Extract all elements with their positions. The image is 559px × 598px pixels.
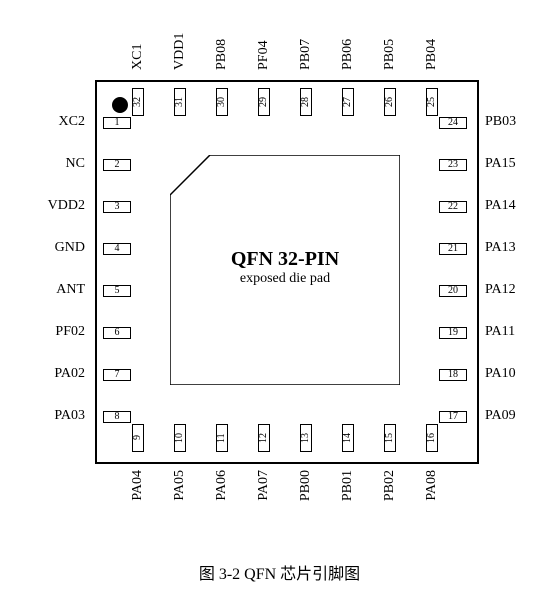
pin1-orientation-dot	[112, 97, 128, 113]
pin-label-4: GND	[0, 240, 85, 256]
pin-12: 12	[258, 424, 270, 452]
chip-subtitle: exposed die pad	[170, 271, 400, 287]
pin-25: 25	[426, 88, 438, 116]
pin-label-31: VDD1	[172, 20, 188, 70]
pin-label-9: PA04	[130, 470, 146, 501]
pin-19: 19	[439, 327, 467, 339]
pin-26: 26	[384, 88, 396, 116]
pin-17: 17	[439, 411, 467, 423]
pin-label-25: PB04	[424, 20, 440, 70]
pin-label-19: PA11	[485, 324, 515, 340]
pin-13: 13	[300, 424, 312, 452]
pin-23: 23	[439, 159, 467, 171]
pin-label-3: VDD2	[0, 198, 85, 214]
pin-6: 6	[103, 327, 131, 339]
chip-center-text: QFN 32-PIN exposed die pad	[170, 248, 400, 287]
pin-28: 28	[300, 88, 312, 116]
pin-27: 27	[342, 88, 354, 116]
pin-10: 10	[174, 424, 186, 452]
pin-7: 7	[103, 369, 131, 381]
pin-24: 24	[439, 117, 467, 129]
pin-label-30: PB08	[214, 20, 230, 70]
pin-label-27: PB06	[340, 20, 356, 70]
pin-label-32: XC1	[130, 20, 146, 70]
pin-label-8: PA03	[0, 408, 85, 424]
pin-16: 16	[426, 424, 438, 452]
pin-22: 22	[439, 201, 467, 213]
pin-label-26: PB05	[382, 20, 398, 70]
pin-label-28: PB07	[298, 20, 314, 70]
pin-31: 31	[174, 88, 186, 116]
pin-9: 9	[132, 424, 144, 452]
pin-label-29: PF04	[256, 20, 272, 70]
pin-label-20: PA12	[485, 282, 516, 298]
pin-label-12: PA07	[256, 470, 272, 501]
pin-21: 21	[439, 243, 467, 255]
pin-label-7: PA02	[0, 366, 85, 382]
pin-2: 2	[103, 159, 131, 171]
pin-label-1: XC2	[0, 114, 85, 130]
pin-label-11: PA06	[214, 470, 230, 501]
pin-20: 20	[439, 285, 467, 297]
pin-1: 1	[103, 117, 131, 129]
pin-30: 30	[216, 88, 228, 116]
pin-label-2: NC	[0, 156, 85, 172]
pin-label-14: PB01	[340, 470, 356, 501]
pin-label-6: PF02	[0, 324, 85, 340]
pin-label-17: PA09	[485, 408, 516, 424]
pin-label-10: PA05	[172, 470, 188, 501]
pin-label-23: PA15	[485, 156, 516, 172]
pin-label-5: ANT	[0, 282, 85, 298]
pin-29: 29	[258, 88, 270, 116]
pin-18: 18	[439, 369, 467, 381]
pin-label-22: PA14	[485, 198, 516, 214]
pin-15: 15	[384, 424, 396, 452]
pin-4: 4	[103, 243, 131, 255]
pin-8: 8	[103, 411, 131, 423]
pin-label-18: PA10	[485, 366, 516, 382]
diagram-stage: QFN 32-PIN exposed die pad 图 3-2 QFN 芯片引…	[0, 0, 559, 598]
pin-14: 14	[342, 424, 354, 452]
pin-label-21: PA13	[485, 240, 516, 256]
pin-5: 5	[103, 285, 131, 297]
pin-label-15: PB02	[382, 470, 398, 501]
pin-label-24: PB03	[485, 114, 516, 130]
pin-label-16: PA08	[424, 470, 440, 501]
pin-11: 11	[216, 424, 228, 452]
pin-label-13: PB00	[298, 470, 314, 501]
pin-32: 32	[132, 88, 144, 116]
figure-caption: 图 3-2 QFN 芯片引脚图	[0, 560, 559, 584]
pin-3: 3	[103, 201, 131, 213]
chip-title: QFN 32-PIN	[170, 248, 400, 271]
